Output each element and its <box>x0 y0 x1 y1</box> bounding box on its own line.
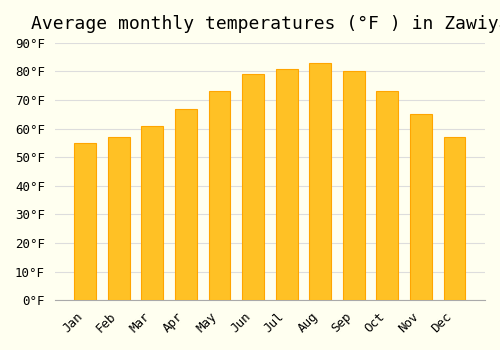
Bar <box>410 114 432 300</box>
Bar <box>376 91 398 300</box>
Bar <box>242 74 264 300</box>
Bar <box>343 71 364 300</box>
Bar <box>310 63 331 300</box>
Bar <box>142 126 164 300</box>
Bar <box>208 91 231 300</box>
Bar <box>175 108 197 300</box>
Bar <box>444 137 466 300</box>
Title: Average monthly temperatures (°F ) in Zawiya: Average monthly temperatures (°F ) in Za… <box>30 15 500 33</box>
Bar <box>74 143 96 300</box>
Bar <box>276 69 297 300</box>
Bar <box>108 137 130 300</box>
